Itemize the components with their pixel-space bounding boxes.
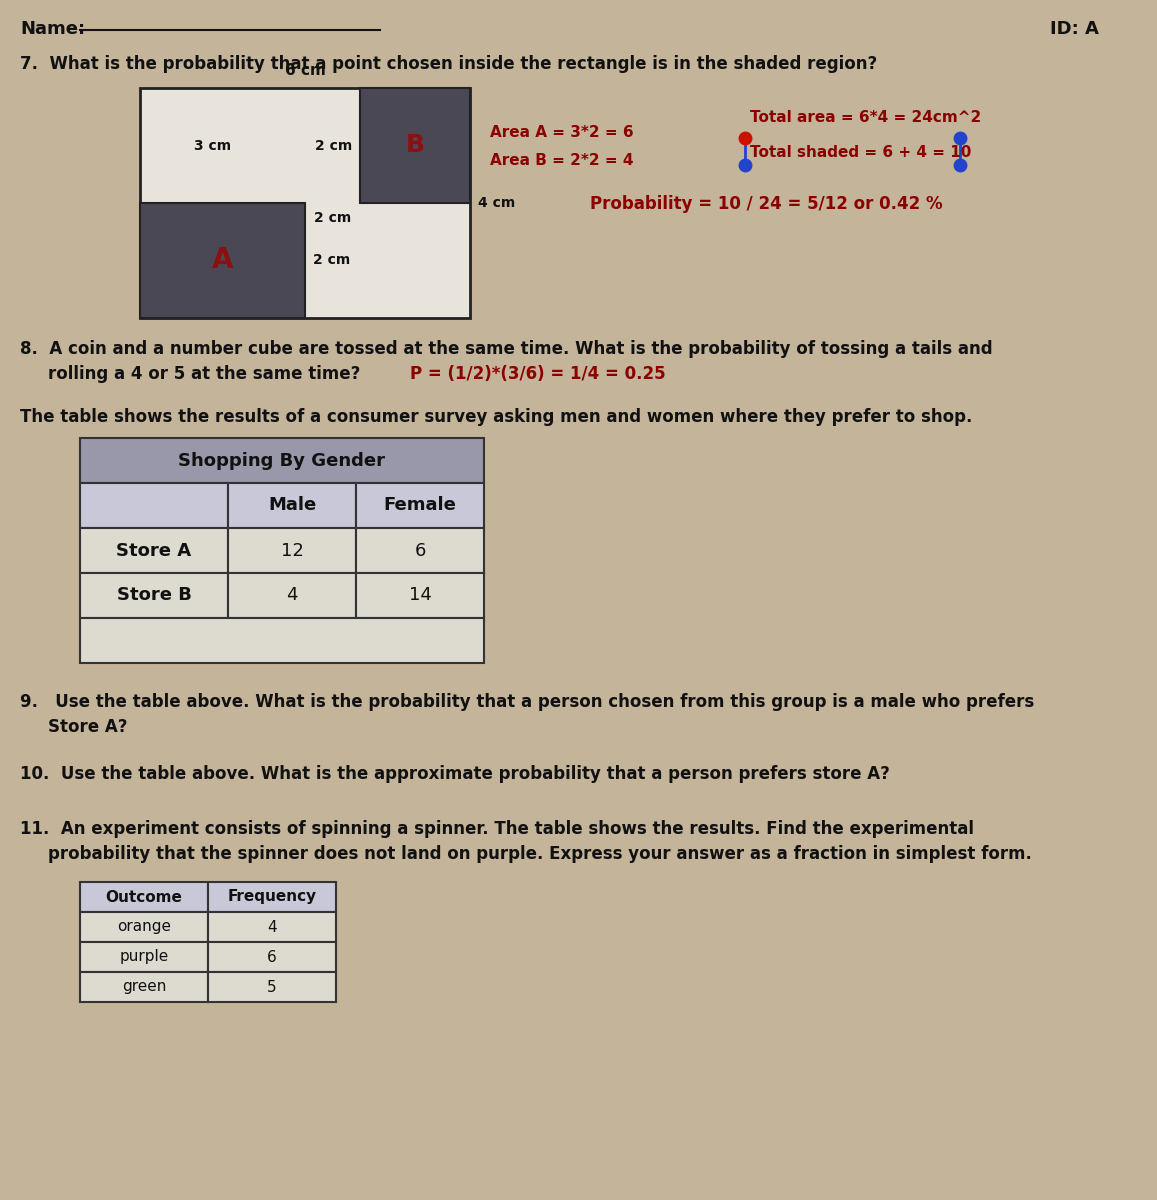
Text: Shopping By Gender: Shopping By Gender <box>178 451 385 469</box>
Text: purple: purple <box>119 949 169 965</box>
Text: 2 cm: 2 cm <box>314 253 351 268</box>
Text: 9.   Use the table above. What is the probability that a person chosen from this: 9. Use the table above. What is the prob… <box>20 692 1034 710</box>
Text: 12: 12 <box>280 541 303 559</box>
Text: probability that the spinner does not land on purple. Express your answer as a f: probability that the spinner does not la… <box>47 845 1032 863</box>
Bar <box>80 912 208 942</box>
Bar <box>80 572 228 618</box>
Bar <box>228 572 356 618</box>
Bar <box>80 972 208 1002</box>
Text: 2 cm: 2 cm <box>315 138 352 152</box>
Text: 4 cm: 4 cm <box>478 196 515 210</box>
Text: 5: 5 <box>267 979 277 995</box>
Text: 14: 14 <box>408 587 432 605</box>
Text: 2 cm: 2 cm <box>314 211 351 226</box>
Text: Outcome: Outcome <box>105 889 183 905</box>
Text: Female: Female <box>384 497 457 515</box>
Text: Area B = 2*2 = 4: Area B = 2*2 = 4 <box>491 152 634 168</box>
Text: orange: orange <box>117 919 171 935</box>
Text: Total shaded = 6 + 4 = 10: Total shaded = 6 + 4 = 10 <box>750 145 972 160</box>
Text: 6: 6 <box>267 949 277 965</box>
Text: Store B: Store B <box>117 587 191 605</box>
Bar <box>208 912 336 942</box>
Text: 6: 6 <box>414 541 426 559</box>
Text: ID: A: ID: A <box>1051 20 1099 38</box>
Text: 10.  Use the table above. What is the approximate probability that a person pref: 10. Use the table above. What is the app… <box>20 766 890 782</box>
Text: B: B <box>405 133 425 157</box>
Bar <box>80 942 208 972</box>
Bar <box>208 972 336 1002</box>
Bar <box>228 528 356 572</box>
Text: Total area = 6*4 = 24cm^2: Total area = 6*4 = 24cm^2 <box>750 110 981 125</box>
Text: A: A <box>212 246 234 275</box>
Text: rolling a 4 or 5 at the same time?: rolling a 4 or 5 at the same time? <box>47 365 360 383</box>
Bar <box>356 482 484 528</box>
Text: 6 cm: 6 cm <box>285 62 325 78</box>
Text: 3 cm: 3 cm <box>194 138 231 152</box>
Bar <box>80 438 484 482</box>
Text: green: green <box>121 979 167 995</box>
Text: P = (1/2)*(3/6) = 1/4 = 0.25: P = (1/2)*(3/6) = 1/4 = 0.25 <box>410 365 665 383</box>
Text: 4: 4 <box>286 587 297 605</box>
Bar <box>80 618 484 662</box>
Bar <box>356 528 484 572</box>
Bar <box>228 482 356 528</box>
Text: Probability = 10 / 24 = 5/12 or 0.42 %: Probability = 10 / 24 = 5/12 or 0.42 % <box>590 194 943 214</box>
Bar <box>208 942 336 972</box>
Bar <box>360 88 470 203</box>
Bar <box>140 203 305 318</box>
Text: Name:: Name: <box>20 20 86 38</box>
Bar <box>80 482 228 528</box>
Text: The table shows the results of a consumer survey asking men and women where they: The table shows the results of a consume… <box>20 408 972 426</box>
Bar <box>80 882 208 912</box>
Bar <box>356 572 484 618</box>
Bar <box>140 88 470 318</box>
Bar <box>208 882 336 912</box>
Text: Male: Male <box>268 497 316 515</box>
Text: Store A?: Store A? <box>47 718 127 736</box>
Bar <box>80 528 228 572</box>
Text: Frequency: Frequency <box>228 889 317 905</box>
Text: 7.  What is the probability that a point chosen inside the rectangle is in the s: 7. What is the probability that a point … <box>20 55 877 73</box>
Text: Store A: Store A <box>117 541 192 559</box>
Text: 8.  A coin and a number cube are tossed at the same time. What is the probabilit: 8. A coin and a number cube are tossed a… <box>20 340 993 358</box>
Text: 11.  An experiment consists of spinning a spinner. The table shows the results. : 11. An experiment consists of spinning a… <box>20 820 974 838</box>
Text: Area A = 3*2 = 6: Area A = 3*2 = 6 <box>491 125 634 140</box>
Text: 4: 4 <box>267 919 277 935</box>
